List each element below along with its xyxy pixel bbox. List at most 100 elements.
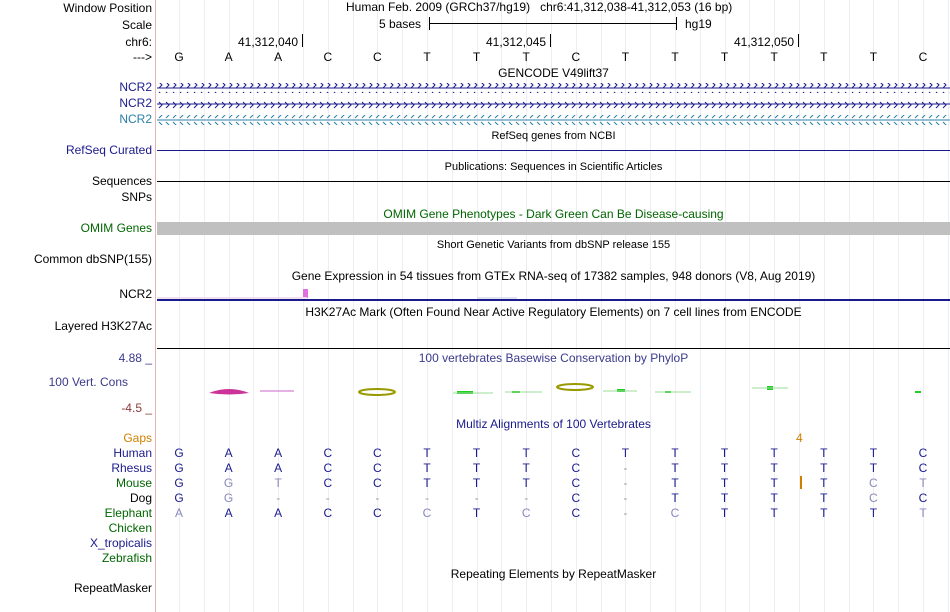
repeatmasker-title: Repeating Elements by RepeatMasker [450, 567, 657, 581]
gaps-count[interactable]: 4 [796, 431, 803, 445]
phylop-title: 100 vertebrates Basewise Conservation by… [418, 351, 689, 365]
alignment-base: T [522, 446, 530, 460]
alignment-base: - [623, 491, 628, 505]
grid-line [303, 0, 304, 612]
grid-line [948, 0, 949, 612]
alignment-base: T [472, 461, 481, 475]
alignment-base: C [670, 506, 680, 520]
grid-line [526, 0, 527, 612]
species-label[interactable]: X_tropicalis [89, 536, 152, 550]
label-ncr2-1[interactable]: NCR2 [119, 80, 152, 94]
grid-line [576, 0, 577, 612]
grid-line [501, 0, 502, 612]
sequence-base: C [323, 50, 333, 64]
alignment-base: T [720, 461, 729, 475]
sequence-base: C [571, 50, 581, 64]
label-snps[interactable]: SNPs [121, 190, 152, 204]
alignment-base: A [224, 446, 233, 460]
alignment-base: T [720, 476, 729, 490]
sequence-base: G [174, 50, 184, 64]
label-ncr2-2[interactable]: NCR2 [119, 96, 152, 110]
label-sequences[interactable]: Sequences [91, 174, 152, 188]
alignment-base: G [174, 491, 184, 505]
multiz-title: Multiz Alignments of 100 Vertebrates [456, 417, 651, 431]
alignment-base: C [918, 446, 928, 460]
alignment-base: T [522, 476, 530, 490]
species-label[interactable]: Chicken [108, 521, 152, 535]
gencode-title: GENCODE V49lift37 [498, 66, 609, 80]
grid-line [749, 0, 750, 612]
alignment-base: T [671, 491, 679, 505]
label-refseq-curated[interactable]: RefSeq Curated [65, 143, 152, 157]
alignment-base: A [274, 506, 283, 520]
label-layered-h3k27ac[interactable]: Layered H3K27Ac [54, 319, 152, 333]
alignment-base: C [571, 491, 581, 505]
alignment-base: T [770, 476, 778, 490]
gencode-transcripts[interactable] [157, 80, 950, 126]
alignment-base: G [174, 446, 184, 460]
sequence-base: T [472, 50, 481, 64]
alignment-base: C [422, 506, 432, 520]
species-label[interactable]: Mouse [115, 476, 152, 490]
alignment-base: T [522, 461, 530, 475]
label-phylop-max: 4.88 _ [118, 351, 152, 365]
label-repeatmasker[interactable]: RepeatMasker [73, 581, 152, 595]
ruler-tick [798, 34, 799, 47]
refseq-gene-line[interactable] [157, 150, 950, 151]
grid-line [179, 0, 180, 612]
phylop-plot[interactable] [157, 370, 950, 410]
label-vert-cons[interactable]: 100 Vert. Cons [48, 375, 128, 389]
track-image[interactable]: Human Feb. 2009 (GRCh37/hg19) chr6:41,31… [157, 0, 950, 612]
alignment-base: C [571, 461, 581, 475]
alignment-base: C [869, 476, 878, 490]
sequence-base: T [522, 50, 530, 64]
grid-line [774, 0, 775, 612]
label-omim-genes[interactable]: OMIM Genes [80, 221, 152, 235]
label-gtex-ncr2[interactable]: NCR2 [119, 287, 152, 301]
alignment-base: T [423, 461, 431, 475]
sequence-base: C [918, 50, 928, 64]
ruler-tick [302, 34, 303, 47]
grid-line [253, 0, 254, 612]
species-label[interactable]: Dog [129, 491, 152, 505]
alignment-base: T [621, 446, 630, 460]
grid-line [824, 0, 825, 612]
grid-line [229, 0, 230, 612]
alignment-base: - [474, 491, 479, 505]
alignment-base: T [770, 446, 778, 460]
sequences-line[interactable] [157, 181, 950, 182]
species-label[interactable]: Elephant [104, 506, 152, 520]
ruler-tick-label: 41,312,050 [734, 35, 795, 49]
grid-line [328, 0, 329, 612]
grid-line [675, 0, 676, 612]
species-label[interactable]: Rhesus [111, 461, 152, 475]
sequence-base: T [820, 50, 828, 64]
species-label[interactable]: Human [113, 446, 152, 460]
alignment-base: C [571, 476, 581, 490]
alignment-base: G [223, 491, 234, 505]
sequence-base: T [770, 50, 778, 64]
label-chrom: chr6: [125, 35, 152, 49]
alignment-base: T [472, 506, 481, 520]
omim-gene-bar[interactable] [157, 222, 950, 235]
sequence-base: A [224, 50, 233, 64]
sequence-base: T [423, 50, 431, 64]
scale-db: hg19 [685, 17, 712, 31]
sequence-base: T [621, 50, 630, 64]
label-gaps[interactable]: Gaps [123, 431, 152, 445]
alignment-base: G [174, 476, 184, 490]
h3k27ac-baseline [157, 348, 950, 349]
label-scale: Scale [121, 18, 152, 32]
label-common-dbsnp[interactable]: Common dbSNP(155) [33, 252, 152, 266]
alignment-base: A [274, 461, 283, 475]
alignment-base: T [919, 506, 927, 520]
alignment-base: T [423, 476, 431, 490]
grid-line [700, 0, 701, 612]
ncr2-transcript-1 [157, 83, 950, 93]
alignment-base: A [224, 461, 233, 475]
ruler-tick-label: 41,312,040 [238, 35, 299, 49]
grid-line [923, 0, 924, 612]
label-ncr2-3[interactable]: NCR2 [119, 112, 152, 126]
species-label[interactable]: Zebrafish [101, 551, 152, 565]
gtex-expression[interactable] [157, 286, 950, 304]
